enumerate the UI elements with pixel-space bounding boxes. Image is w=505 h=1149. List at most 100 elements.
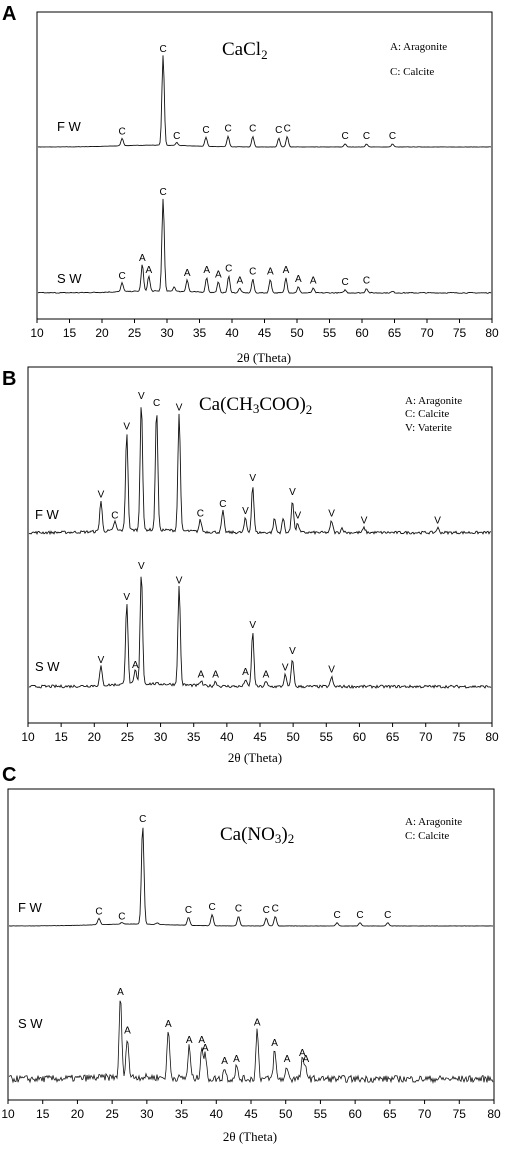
peak-label: A	[198, 669, 205, 680]
peak-label: A	[184, 268, 191, 279]
peak-label: A	[242, 667, 249, 678]
peak-label: A	[132, 660, 139, 671]
series-line	[8, 1000, 494, 1084]
x-tick-label: 30	[140, 1107, 154, 1121]
peak-label: V	[123, 592, 130, 603]
x-tick-label: 75	[453, 326, 467, 340]
x-tick-label: 15	[63, 326, 77, 340]
x-ticks-a: 10 15 20 25 30 35 40 45 50 55 60 65 70 75 80	[30, 319, 499, 340]
x-tick-label: 25	[121, 730, 135, 744]
peak-label: C	[119, 271, 126, 282]
x-axis-label-a: 2θ (Theta)	[237, 350, 291, 365]
peak-label: A	[271, 1038, 278, 1049]
x-tick-label: 10	[1, 1107, 15, 1121]
x-tick-label: 30	[154, 730, 168, 744]
x-tick-label: 15	[54, 730, 68, 744]
x-tick-label: 10	[21, 730, 35, 744]
x-tick-label: 20	[95, 326, 109, 340]
peak-label: A	[139, 253, 146, 264]
chart-title-a: CaCl2	[222, 39, 268, 62]
x-tick-label: 40	[220, 730, 234, 744]
peak-label: A	[284, 1054, 291, 1065]
series-name-label: F W	[35, 507, 60, 522]
peak-label: C	[341, 131, 348, 142]
peak-label: C	[363, 276, 370, 287]
x-tick-label: 55	[320, 730, 334, 744]
legend-calcite-b: C: Calcite	[405, 408, 449, 420]
x-tick-label: 50	[279, 1107, 293, 1121]
peak-label: A	[236, 276, 243, 287]
peak-label: V	[138, 561, 145, 572]
x-tick-label: 60	[348, 1107, 362, 1121]
peak-label: V	[138, 391, 145, 402]
peak-label: C	[341, 277, 348, 288]
x-tick-label: 70	[419, 730, 433, 744]
x-tick-label: 30	[160, 326, 174, 340]
x-tick-label: 65	[388, 326, 402, 340]
peak-label: A	[263, 669, 270, 680]
peak-label: C	[159, 44, 166, 55]
peak-label: C	[202, 125, 209, 136]
series-name-label: S W	[35, 659, 60, 674]
peak-label: C	[197, 508, 204, 519]
panel-letter-a: A	[2, 3, 16, 25]
peak-label: V	[289, 487, 296, 498]
series-line	[8, 827, 494, 927]
peak-label: V	[123, 421, 130, 432]
panel-letter-c: C	[2, 764, 16, 786]
x-tick-label: 45	[244, 1107, 258, 1121]
x-ticks-b: 10 15 20 25 30 35 40 45 50 55 60 65 70 75 80	[21, 723, 499, 744]
x-tick-label: 80	[485, 730, 499, 744]
x-tick-label: 45	[258, 326, 272, 340]
legend-calcite-c: C: Calcite	[405, 830, 449, 842]
peak-label: A	[233, 1054, 240, 1065]
peak-label: C	[111, 511, 118, 522]
x-tick-label: 10	[30, 326, 44, 340]
peak-label: A	[299, 1048, 306, 1059]
peak-label: V	[98, 655, 105, 666]
peak-label: C	[235, 903, 242, 914]
legend-aragonite-c: A: Aragonite	[405, 816, 462, 828]
peak-label: A	[202, 1043, 209, 1054]
x-tick-label: 75	[452, 730, 466, 744]
x-tick-label: 60	[353, 730, 367, 744]
peak-label: V	[176, 575, 183, 586]
x-tick-label: 60	[355, 326, 369, 340]
peak-label: V	[249, 473, 256, 484]
plot-frame-b	[27, 366, 493, 724]
peak-label: V	[249, 620, 256, 631]
peak-label: A	[303, 1054, 310, 1065]
series-line	[37, 55, 492, 148]
peak-label: C	[356, 910, 363, 921]
peak-label: C	[333, 910, 340, 921]
peak-label: A	[212, 669, 219, 680]
peak-label: V	[98, 489, 105, 500]
legend-vaterite-b: V: Vaterite	[405, 422, 452, 434]
peak-label: C	[95, 907, 102, 918]
peak-label: A	[254, 1017, 261, 1028]
peak-label: C	[384, 910, 391, 921]
peak-label: C	[275, 125, 282, 136]
x-tick-label: 20	[88, 730, 102, 744]
peak-label: A	[267, 267, 274, 278]
x-tick-label: 55	[323, 326, 337, 340]
x-tick-label: 25	[128, 326, 142, 340]
peak-label: C	[153, 398, 160, 409]
peak-label: A	[117, 987, 124, 998]
peak-label: C	[263, 905, 270, 916]
peak-label: C	[225, 264, 232, 275]
legend-aragonite-b: A: Aragonite	[405, 395, 462, 407]
series-line	[28, 407, 492, 536]
x-tick-label: 80	[485, 326, 499, 340]
peak-label: A	[203, 265, 210, 276]
chart-title-c: Ca(NO3)2	[220, 824, 294, 846]
peak-label: V	[282, 662, 289, 673]
panel-c: C Ca(NO3)2 A: Aragonite C: Calcite 2θ (T…	[1, 764, 501, 1144]
x-tick-label: 20	[71, 1107, 85, 1121]
peak-label: A	[145, 265, 152, 276]
x-tick-label: 50	[290, 326, 304, 340]
legend-aragonite-a: A: Aragonite	[390, 41, 447, 53]
